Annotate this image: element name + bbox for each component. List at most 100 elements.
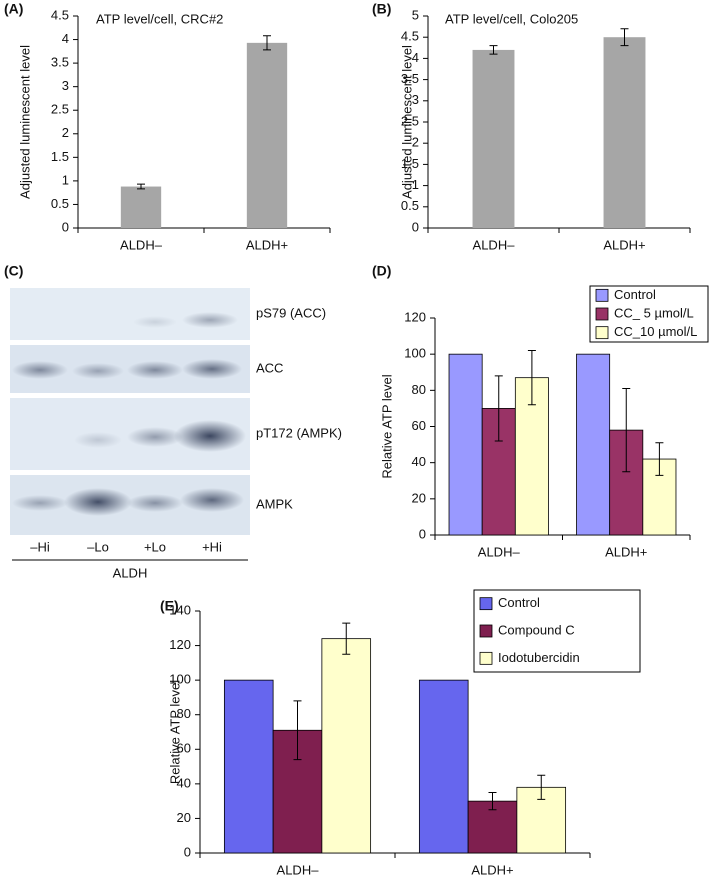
band <box>174 420 246 452</box>
band <box>127 427 183 447</box>
legend-label: CC_ 5 µmol/L <box>614 305 694 320</box>
bar <box>246 42 288 228</box>
blot-row-label: ACC <box>256 360 283 375</box>
x-tick-label: ALDH+ <box>605 544 647 559</box>
error-bar <box>137 183 145 190</box>
bar <box>603 37 646 229</box>
panel-label: (E) <box>160 598 179 614</box>
y-tick-label: 3 <box>412 92 419 107</box>
y-tick-label: 2 <box>412 135 419 150</box>
y-tick-label: 2.5 <box>51 102 69 117</box>
y-tick-label: 80 <box>177 706 191 721</box>
blot-lane-label: –Hi <box>30 539 50 554</box>
y-tick-label: 100 <box>169 672 191 687</box>
y-tick-label: 1 <box>62 172 69 187</box>
legend-label: Compound C <box>498 622 575 637</box>
chart-title: ATP level/cell, CRC#2 <box>96 11 223 26</box>
y-tick-label: 120 <box>404 309 426 324</box>
error-bar <box>620 28 629 47</box>
y-tick-label: 2.5 <box>401 113 419 128</box>
legend-swatch <box>595 307 609 321</box>
blot-row-label: AMPK <box>256 496 293 511</box>
y-axis-label: Relative ATP level <box>379 374 394 478</box>
y-tick-label: 40 <box>412 454 426 469</box>
legend-label: Iodotubercidin <box>498 650 580 665</box>
blot-lane-label: +Lo <box>144 539 166 554</box>
legend-swatch <box>595 288 609 302</box>
bar <box>120 186 162 228</box>
chart-title: ATP level/cell, Colo205 <box>445 11 578 26</box>
y-tick-label: 1 <box>412 177 419 192</box>
bar <box>481 408 516 536</box>
y-tick-label: 100 <box>404 346 426 361</box>
x-tick-label: ALDH+ <box>603 237 645 252</box>
error-bar <box>489 45 498 55</box>
band <box>74 432 122 448</box>
y-axis-label: Adjusted luminescent level <box>399 45 414 199</box>
y-tick-label: 3 <box>62 78 69 93</box>
band <box>133 316 177 328</box>
x-tick-label: ALDH– <box>478 544 521 559</box>
x-tick-label: ALDH– <box>473 237 516 252</box>
bar <box>472 49 515 228</box>
y-tick-label: 0.5 <box>51 196 69 211</box>
y-tick-label: 2 <box>62 125 69 140</box>
legend-swatch <box>479 651 493 665</box>
y-tick-label: 20 <box>177 810 191 825</box>
y-tick-label: 140 <box>169 602 191 617</box>
legend-swatch <box>479 624 493 638</box>
blot-row-label: pS79 (ACC) <box>256 305 326 320</box>
panel-label: (A) <box>4 1 23 17</box>
legend-swatch <box>595 326 609 340</box>
y-tick-label: 20 <box>412 490 426 505</box>
band <box>182 312 238 328</box>
x-tick-label: ALDH+ <box>246 237 288 252</box>
x-tick-label: ALDH– <box>277 862 320 877</box>
error-bar <box>293 700 302 761</box>
blot-lane-label: +Hi <box>202 539 222 554</box>
band <box>127 494 183 512</box>
error-bar <box>342 622 351 655</box>
y-tick-label: 0 <box>419 526 426 541</box>
legend-label: Control <box>614 287 656 302</box>
blot-group-label: ALDH <box>113 565 148 580</box>
y-axis-label: Relative ATP level <box>167 680 182 784</box>
legend-box <box>589 285 709 343</box>
bar <box>223 679 274 854</box>
y-tick-label: 3.5 <box>51 55 69 70</box>
y-tick-label: 0 <box>62 219 69 234</box>
band <box>182 359 242 379</box>
error-bar <box>488 792 497 811</box>
error-bar <box>622 388 631 473</box>
legend-swatch <box>479 597 493 611</box>
y-tick-label: 0.5 <box>401 198 419 213</box>
bar <box>321 638 372 854</box>
legend-box <box>473 589 641 673</box>
panel-label: (B) <box>372 1 391 17</box>
y-tick-label: 4 <box>412 50 419 65</box>
band <box>12 495 68 511</box>
band <box>12 361 68 379</box>
band <box>72 363 124 379</box>
band <box>64 488 132 516</box>
y-tick-label: 60 <box>412 418 426 433</box>
band <box>127 361 183 379</box>
bar <box>418 679 469 854</box>
error-bar <box>655 442 664 476</box>
panel-label: (C) <box>4 263 23 279</box>
x-tick-label: ALDH+ <box>471 862 513 877</box>
y-tick-label: 4.5 <box>51 7 69 22</box>
error-bar <box>263 35 271 51</box>
blot-panel: (C) <box>4 263 250 561</box>
x-tick-label: ALDH– <box>120 237 163 252</box>
y-tick-label: 1.5 <box>51 149 69 164</box>
panel-label: (D) <box>372 263 391 279</box>
band <box>180 488 244 512</box>
y-tick-label: 80 <box>412 382 426 397</box>
y-tick-label: 0 <box>184 844 191 859</box>
y-tick-label: 0 <box>412 219 419 234</box>
y-tick-label: 120 <box>169 637 191 652</box>
blot-lane-label: –Lo <box>87 539 109 554</box>
y-axis-label: Adjusted luminescent level <box>17 45 32 199</box>
